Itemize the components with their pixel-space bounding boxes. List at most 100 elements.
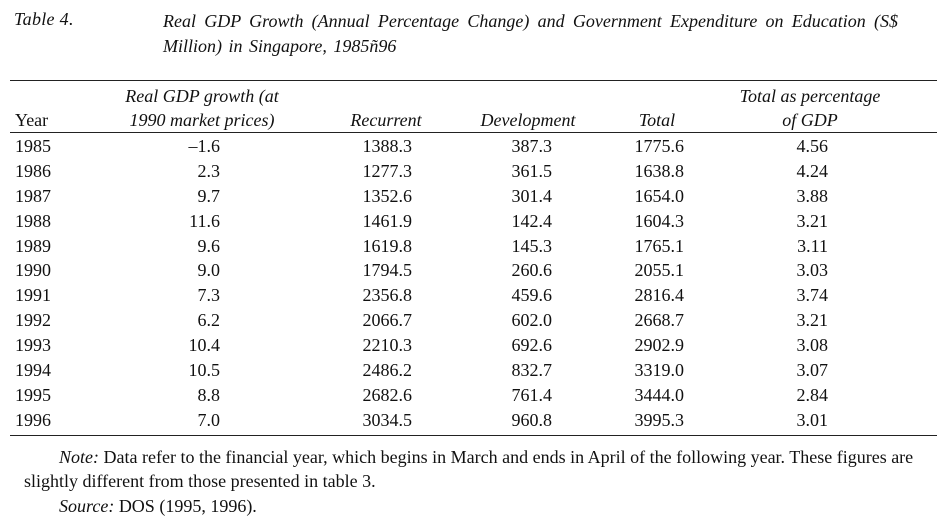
cell-total: 1765.1 [634,235,685,256]
cell-development: 301.4 [511,185,553,206]
table-row: 1987 9.7 1352.6 301.4 1654.0 3.88 [0,184,951,209]
header-gdp-line2: 1990 market prices) [129,110,275,130]
header-year: Year [15,110,49,130]
cell-year: 1988 [15,210,51,231]
cell-gdp-growth: 9.7 [197,185,221,206]
cell-recurrent: 2356.8 [362,285,413,306]
cell-pct-gdp: 3.21 [796,210,829,231]
table-source: Source: DOS (1995, 1996). [24,494,257,518]
header-pct-line2: of GDP [782,110,838,130]
table-header-rule [10,132,937,133]
header-pct-gdp: Total as percentage of GDP [718,84,902,132]
cell-gdp-growth: 9.0 [197,260,221,281]
cell-year: 1993 [15,335,51,356]
cell-development: 761.4 [511,384,553,405]
table-title: Real GDP Growth (Annual Percentage Chang… [163,11,898,56]
cell-total: 3319.0 [634,360,685,381]
table-row: 1989 9.6 1619.8 145.3 1765.1 3.11 [0,234,951,259]
cell-recurrent: 1461.9 [362,210,413,231]
source-label: Source: [59,496,115,516]
table-row: 1995 8.8 2682.6 761.4 3444.0 2.84 [0,383,951,408]
cell-development: 387.3 [511,136,553,156]
table-row: 1991 7.3 2356.8 459.6 2816.4 3.74 [0,283,951,308]
cell-pct-gdp: 4.24 [796,160,829,181]
header-development: Development [480,110,576,130]
cell-gdp-growth: 2.3 [197,160,221,181]
cell-year: 1985 [15,136,51,156]
table-row: 1985 –1.6 1388.3 387.3 1775.6 4.56 [0,134,951,159]
table-row: 1990 9.0 1794.5 260.6 2055.1 3.03 [0,258,951,283]
cell-recurrent: 2682.6 [362,384,413,405]
table-body: 1985 –1.6 1388.3 387.3 1775.6 4.56 1986 … [0,134,951,433]
cell-development: 960.8 [511,409,553,430]
cell-total: 3995.3 [634,409,685,430]
cell-year: 1996 [15,409,51,430]
cell-gdp-growth: 6.2 [197,310,221,331]
cell-recurrent: 1277.3 [362,160,413,181]
cell-pct-gdp: 3.07 [796,360,829,381]
cell-total: 1654.0 [634,185,685,206]
cell-recurrent: 1352.6 [362,185,413,206]
cell-total: 2816.4 [634,285,685,306]
cell-development: 361.5 [511,160,553,181]
cell-year: 1987 [15,185,51,206]
header-gdp-growth: Real GDP growth (at 1990 market prices) [112,84,292,132]
cell-year: 1994 [15,360,51,381]
cell-total: 1604.3 [634,210,685,231]
cell-recurrent: 2486.2 [362,360,413,381]
cell-total: 2055.1 [634,260,685,281]
header-total: Total [638,110,676,130]
cell-gdp-growth: 10.4 [188,335,221,356]
cell-gdp-growth: 7.0 [197,409,221,430]
cell-total: 2902.9 [634,335,685,356]
cell-pct-gdp: 3.03 [796,260,829,281]
cell-total: 1638.8 [634,160,685,181]
cell-recurrent: 1794.5 [362,260,413,281]
cell-pct-gdp: 4.56 [796,136,829,156]
cell-development: 832.7 [511,360,553,381]
cell-development: 692.6 [511,335,553,356]
cell-recurrent: 2066.7 [362,310,413,331]
table-row: 1996 7.0 3034.5 960.8 3995.3 3.01 [0,408,951,433]
cell-recurrent: 2210.3 [362,335,413,356]
cell-total: 2668.7 [634,310,685,331]
cell-gdp-growth: 11.6 [189,210,220,231]
cell-year: 1991 [15,285,51,306]
cell-year: 1986 [15,160,51,181]
note-text: Data refer to the financial year, which … [24,447,914,491]
cell-year: 1990 [15,260,51,281]
note-label: Note: [59,447,99,467]
cell-pct-gdp: 2.84 [796,384,829,405]
header-pct-line1: Total as percentage [739,86,881,106]
header-gdp-line1: Real GDP growth (at [125,86,279,106]
table-note: Note: Data refer to the financial year, … [24,445,924,493]
table-bottom-rule [10,435,937,436]
cell-year: 1995 [15,384,51,405]
cell-year: 1992 [15,310,51,331]
cell-total: 1775.6 [634,136,685,156]
source-text: DOS (1995, 1996). [118,496,257,516]
cell-development: 602.0 [511,310,553,331]
cell-pct-gdp: 3.74 [796,285,829,306]
cell-gdp-growth: 7.3 [197,285,221,306]
table-top-rule [10,80,937,81]
cell-development: 459.6 [511,285,553,306]
cell-recurrent: 1619.8 [362,235,413,256]
cell-pct-gdp: 3.11 [797,235,828,256]
cell-pct-gdp: 3.21 [796,310,829,331]
cell-pct-gdp: 3.08 [796,335,829,356]
cell-development: 260.6 [511,260,553,281]
table-row: 1993 10.4 2210.3 692.6 2902.9 3.08 [0,333,951,358]
cell-year: 1989 [15,235,51,256]
cell-pct-gdp: 3.01 [796,409,829,430]
cell-gdp-growth: 8.8 [197,384,221,405]
cell-total: 3444.0 [634,384,685,405]
cell-development: 142.4 [511,210,553,231]
cell-development: 145.3 [511,235,553,256]
table-row: 1988 11.6 1461.9 142.4 1604.3 3.21 [0,209,951,234]
header-recurrent: Recurrent [350,110,422,130]
table-label: Table 4. [14,9,74,29]
cell-recurrent: 1388.3 [362,136,413,156]
cell-pct-gdp: 3.88 [796,185,829,206]
